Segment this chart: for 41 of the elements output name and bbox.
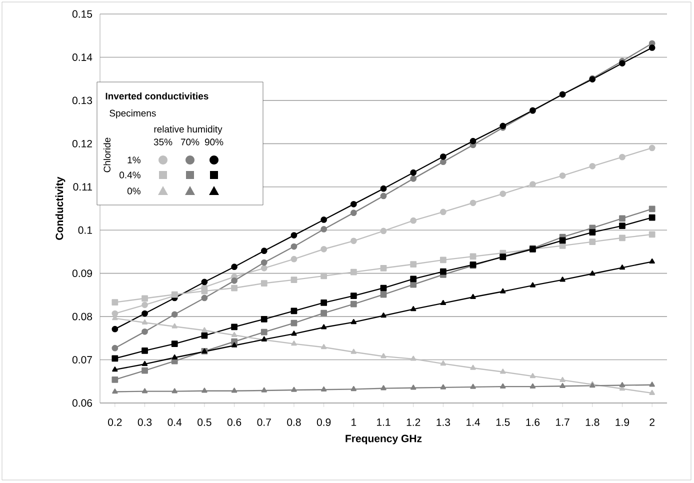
- annotation: 0.4%: [120, 172, 140, 178]
- annotation: 70%: [180, 138, 200, 146]
- y-axis-title: Conductivity: [55, 176, 66, 240]
- y-tick-label: 0.07: [72, 356, 92, 364]
- x-tick-label: 1.2: [406, 418, 420, 426]
- x-tick-label: 0.2: [108, 418, 122, 426]
- y-tick-label: 0.09: [72, 270, 92, 278]
- x-tick-label: 0.8: [287, 418, 301, 426]
- x-tick-label: 1.1: [377, 418, 390, 426]
- x-tick-label: 2: [650, 418, 654, 426]
- x-tick-label: 1.6: [526, 418, 540, 426]
- x-tick-label: 1.9: [616, 418, 630, 426]
- x-tick-label: 1.3: [436, 418, 450, 426]
- x-tick-label: 0.4: [168, 418, 182, 426]
- y-tick-label: 0.11: [73, 183, 92, 191]
- x-axis-title: Frequency GHz: [346, 434, 422, 444]
- y-tick-label: 0.12: [72, 140, 92, 148]
- annotation: 1%: [128, 156, 140, 164]
- y-tick-label: 0.14: [72, 54, 92, 61]
- x-tick-label: 1.4: [466, 418, 480, 426]
- y-tick-label: 0.1: [78, 226, 92, 234]
- x-tick-label: 1.5: [496, 418, 510, 426]
- annotation: relative humidity: [154, 126, 222, 134]
- annotation: 35%: [154, 138, 172, 146]
- x-tick-label: 1.7: [556, 418, 570, 426]
- y-tick-label: 0.06: [72, 399, 92, 407]
- annotation: 0%: [127, 188, 140, 194]
- legend-title: Inverted conductivities: [106, 92, 208, 100]
- y-tick-label: 0.15: [72, 10, 92, 18]
- x-tick-label: 0.5: [198, 418, 212, 426]
- x-tick-label: 0.3: [138, 418, 152, 426]
- annotation: 90%: [204, 138, 224, 146]
- annotation: Specimens: [110, 110, 156, 118]
- x-tick-label: 0.6: [227, 418, 242, 426]
- y-tick-label: 0.13: [72, 96, 92, 104]
- x-tick-label: 1.8: [586, 418, 600, 426]
- x-tick-label: 0.7: [257, 418, 271, 426]
- x-tick-label: 0.9: [316, 418, 331, 426]
- x-tick-label: 1: [352, 418, 356, 426]
- y-tick-label: 0.08: [72, 312, 92, 320]
- annotation: Chloride: [104, 138, 110, 172]
